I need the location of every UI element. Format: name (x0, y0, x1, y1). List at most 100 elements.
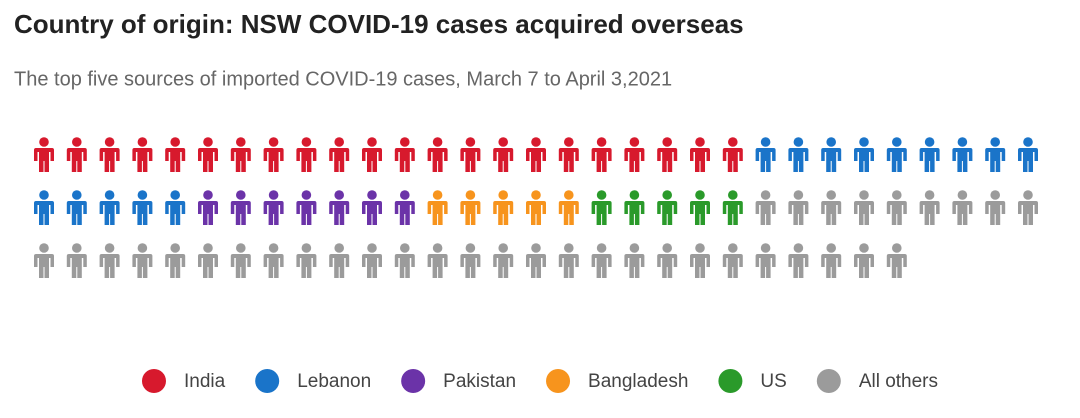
legend-swatch (718, 369, 743, 393)
icon-group (34, 190, 1038, 278)
person-icon (493, 137, 514, 172)
icon-body (854, 254, 874, 278)
person-icon (165, 137, 186, 172)
icon-head (629, 243, 640, 253)
icon-body (854, 148, 874, 172)
icon-head (1023, 190, 1033, 200)
person-icon (722, 243, 743, 278)
icon-head (498, 243, 508, 253)
icon-head (924, 137, 935, 147)
person-icon (493, 190, 514, 225)
icon-head (400, 190, 410, 200)
icon-head (334, 190, 344, 200)
icon-head (892, 137, 902, 147)
icon-head (892, 190, 902, 200)
person-icon (34, 137, 54, 172)
person-icon (591, 190, 612, 225)
person-icon (591, 243, 612, 278)
icon-head (39, 243, 49, 253)
person-icon (329, 190, 350, 225)
icon-body (919, 148, 940, 172)
icon-body (657, 254, 678, 278)
person-icon (34, 243, 54, 278)
person-icon (952, 190, 973, 225)
person-icon (460, 190, 481, 225)
icon-head (957, 137, 968, 147)
icon-head (203, 137, 213, 147)
icon-body (460, 148, 481, 172)
person-icon (788, 190, 809, 225)
icon-body (821, 254, 842, 278)
icon-head (826, 190, 836, 200)
person-icon (165, 190, 186, 225)
icon-head (334, 137, 344, 147)
person-icon (263, 243, 284, 278)
person-icon (558, 243, 579, 278)
icon-head (728, 243, 738, 253)
icon-head (334, 243, 344, 253)
icon-group (591, 190, 743, 225)
icon-head (695, 243, 705, 253)
person-icon (722, 190, 743, 225)
icon-head (432, 243, 443, 253)
icon-body (165, 148, 186, 172)
person-icon (558, 190, 579, 225)
icon-head (301, 190, 312, 200)
icon-body (230, 254, 251, 278)
person-icon (755, 137, 776, 172)
icon-body (230, 148, 251, 172)
icon-body (788, 254, 809, 278)
person-icon (985, 137, 1006, 172)
icon-head (465, 190, 476, 200)
person-icon (821, 243, 842, 278)
icon-head (662, 190, 672, 200)
person-icon (99, 137, 120, 172)
icon-body (99, 148, 120, 172)
icon-head (728, 137, 738, 147)
person-icon (952, 137, 973, 172)
icon-head (465, 137, 476, 147)
icon-head (793, 243, 804, 253)
icon-head (400, 243, 410, 253)
icon-head (400, 137, 410, 147)
icon-head (859, 243, 869, 253)
person-icon (66, 137, 87, 172)
icon-head (170, 243, 180, 253)
person-icon (493, 243, 514, 278)
icon-body (263, 254, 284, 278)
icon-head (39, 137, 49, 147)
person-icon (854, 243, 874, 278)
person-icon (427, 243, 448, 278)
icon-head (367, 137, 377, 147)
icon-head (826, 137, 836, 147)
icon-head (236, 190, 246, 200)
legend-label: Bangladesh (588, 371, 688, 392)
icon-group (34, 137, 743, 172)
person-icon (460, 137, 481, 172)
icon-head (203, 243, 213, 253)
person-icon (296, 243, 317, 278)
icon-head (137, 243, 148, 253)
icon-body (66, 254, 87, 278)
person-icon (132, 243, 153, 278)
icon-body (657, 201, 678, 225)
icon-head (859, 190, 869, 200)
icon-body (952, 201, 973, 225)
icon-head (301, 243, 312, 253)
icon-body (394, 201, 415, 225)
person-icon (132, 137, 153, 172)
icon-body (558, 254, 579, 278)
icon-body (493, 201, 514, 225)
icon-body (132, 254, 153, 278)
legend-item: Pakistan (401, 369, 516, 393)
person-icon (394, 190, 415, 225)
legend-swatch (401, 369, 426, 393)
icon-body (34, 201, 54, 225)
icon-head (531, 137, 541, 147)
icon-head (72, 243, 82, 253)
person-icon (657, 243, 678, 278)
icon-body (165, 254, 186, 278)
icon-body (460, 201, 481, 225)
icon-head (39, 190, 49, 200)
